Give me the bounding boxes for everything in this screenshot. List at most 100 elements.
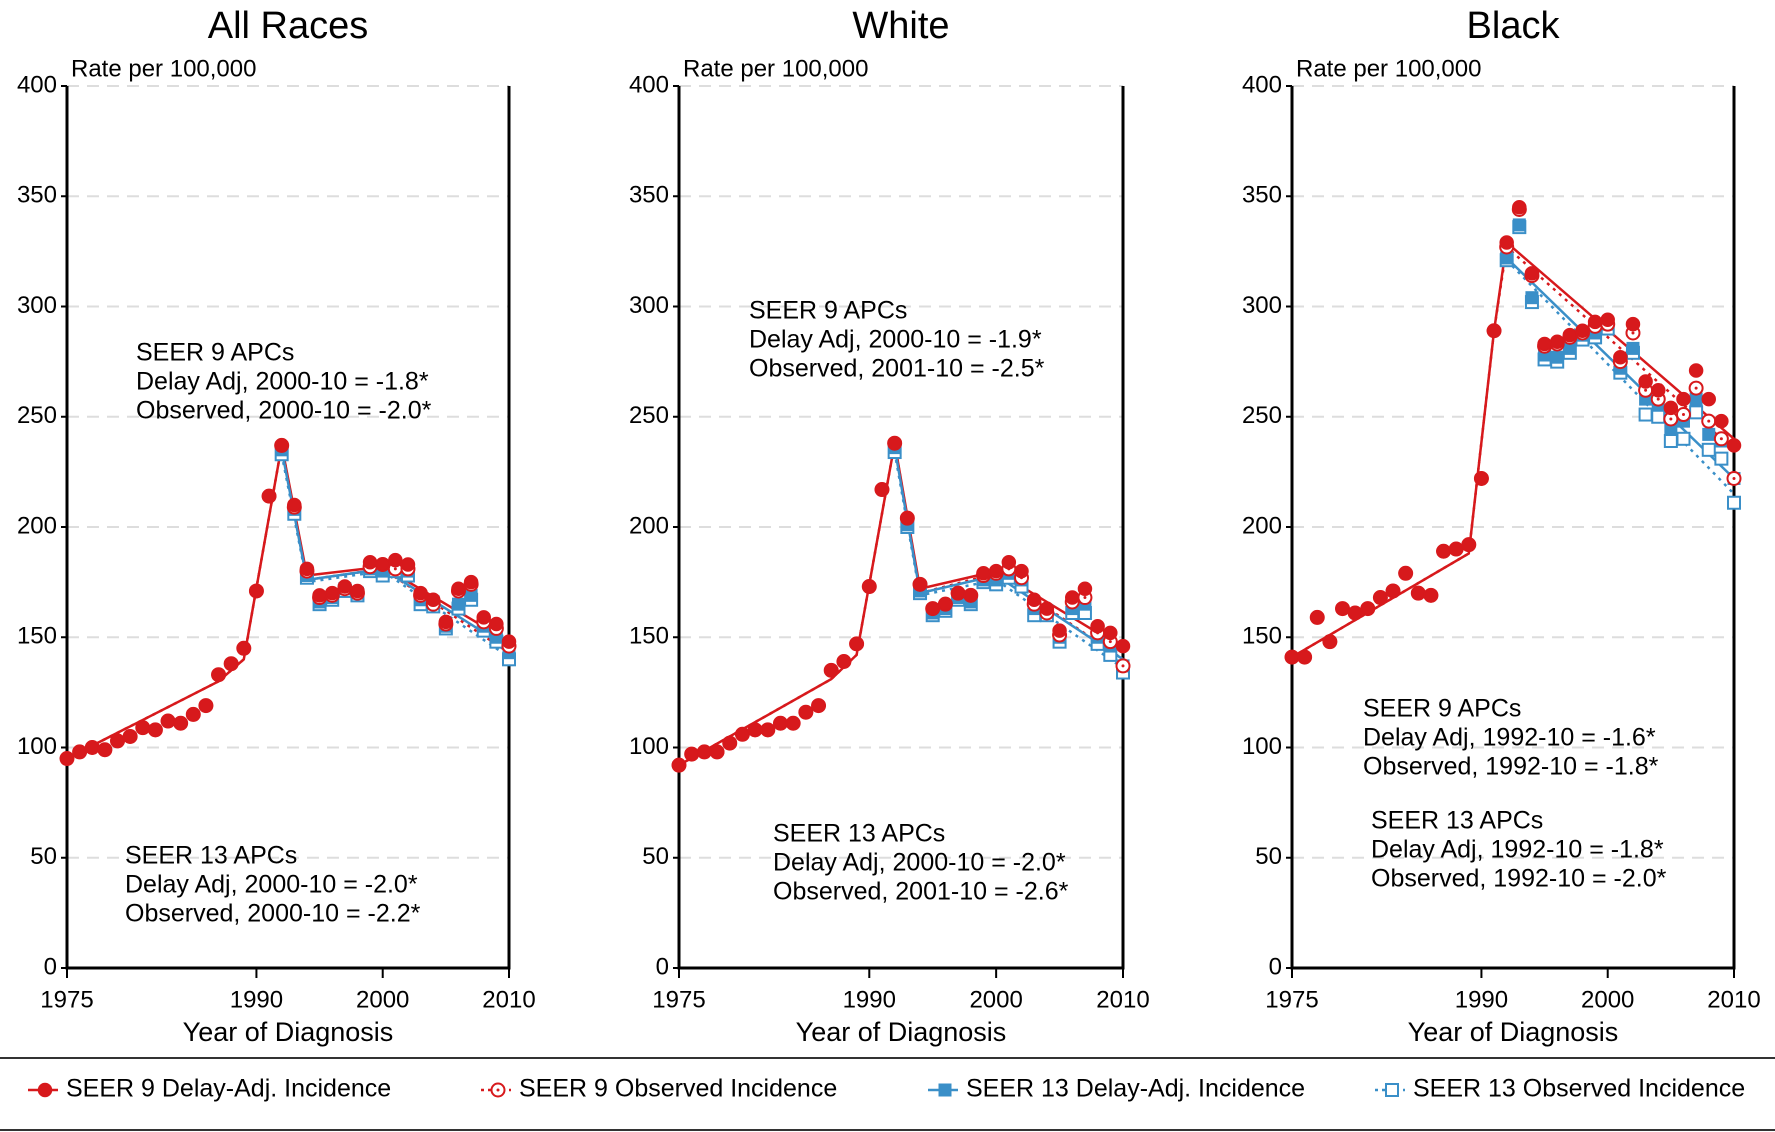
- data-point: [122, 729, 138, 744]
- data-point: [1461, 537, 1477, 552]
- y-tick-label: 400: [629, 71, 669, 98]
- y-axis-label: Rate per 100,000: [683, 55, 868, 82]
- data-point: [1651, 409, 1666, 424]
- annotation: SEER 9 APCs: [1363, 695, 1521, 723]
- y-tick-label: 150: [1242, 623, 1282, 650]
- x-tick-label: 1990: [1455, 986, 1508, 1013]
- data-point: [1525, 291, 1539, 305]
- x-tick-label: 2000: [356, 986, 409, 1013]
- data-point: [735, 727, 750, 742]
- data-point: [1714, 413, 1729, 429]
- annotation: Observed, 1992-10 = -1.8*: [1363, 753, 1659, 781]
- x-tick-label: 2010: [1096, 986, 1149, 1013]
- data-point: [671, 757, 687, 773]
- data-point: [1090, 618, 1105, 634]
- legend-marker: [938, 1083, 952, 1097]
- data-point: [823, 663, 839, 678]
- data-point: [350, 583, 365, 599]
- data-point: [1115, 638, 1131, 654]
- data-point: [337, 579, 353, 594]
- annotation: Observed, 1992-10 = -2.0*: [1371, 865, 1667, 893]
- y-tick-label: 0: [1269, 953, 1282, 980]
- plot-frame: [65, 86, 511, 970]
- y-tick-label: 100: [1242, 733, 1282, 760]
- x-axis-label: Year of Diagnosis: [796, 1017, 1007, 1047]
- y-tick-label: 350: [17, 182, 57, 209]
- data-point: [1625, 316, 1641, 332]
- data-point: [709, 744, 725, 760]
- y-axis-label: Rate per 100,000: [71, 55, 256, 82]
- data-point: [1688, 363, 1704, 378]
- annotation: Observed, 2001-10 = -2.6*: [773, 878, 1069, 906]
- data-point: [1322, 634, 1338, 649]
- y-tick-label: 350: [629, 182, 669, 209]
- data-point: [836, 654, 852, 669]
- data-point: [1726, 470, 1742, 486]
- data-point: [1587, 314, 1603, 330]
- data-point: [1052, 623, 1067, 638]
- y-tick-label: 200: [629, 512, 669, 539]
- data-point: [1613, 349, 1628, 365]
- y-tick-label: 200: [17, 512, 57, 539]
- marker-dot: [1669, 417, 1673, 421]
- data-point: [1702, 427, 1716, 441]
- annotation: SEER 9 APCs: [136, 339, 294, 367]
- data-point: [1297, 649, 1312, 665]
- data-point: [72, 744, 87, 760]
- data-point: [912, 577, 928, 592]
- annotation: Delay Adj, 2000-10 = -1.9*: [749, 326, 1042, 354]
- data-point: [1474, 471, 1489, 486]
- data-point: [1436, 544, 1451, 559]
- data-point: [1650, 383, 1666, 398]
- data-point: [785, 715, 801, 731]
- x-tick-label: 2000: [969, 986, 1022, 1013]
- data-point: [362, 555, 378, 570]
- data-point: [1675, 407, 1691, 423]
- data-point: [160, 713, 176, 729]
- panel-title: Black: [1467, 5, 1561, 47]
- marker-dot: [1631, 331, 1635, 335]
- x-tick-label: 1975: [40, 986, 93, 1013]
- data-point: [1550, 350, 1564, 364]
- annotation: Delay Adj, 1992-10 = -1.8*: [1371, 836, 1664, 864]
- y-tick-label: 50: [1255, 843, 1282, 870]
- data-point: [773, 715, 788, 731]
- marker-dot: [1707, 419, 1711, 423]
- data-point: [135, 720, 151, 735]
- annotation: SEER 9 APCs: [749, 297, 907, 325]
- data-point: [1626, 341, 1640, 355]
- legend-item: SEER 9 Observed Incidence: [481, 1075, 837, 1103]
- data-point: [1347, 605, 1363, 621]
- data-point: [236, 641, 252, 656]
- data-point: [299, 561, 315, 577]
- y-axis-label: Rate per 100,000: [1296, 55, 1481, 82]
- y-tick-label: 100: [629, 733, 669, 760]
- data-point: [186, 707, 201, 722]
- y-tick-label: 200: [1242, 512, 1282, 539]
- data-point: [1512, 200, 1527, 215]
- data-point: [1284, 649, 1300, 665]
- data-point: [1499, 235, 1514, 250]
- data-point: [1726, 438, 1742, 453]
- data-point: [1714, 451, 1729, 466]
- data-point: [1701, 413, 1717, 429]
- data-point: [1115, 658, 1131, 674]
- data-point: [1065, 590, 1080, 605]
- data-point: [1039, 601, 1055, 616]
- data-point: [1448, 541, 1464, 557]
- annotation: Observed, 2000-10 = -2.0*: [136, 397, 432, 425]
- data-point: [1360, 601, 1376, 616]
- y-tick-label: 100: [17, 733, 57, 760]
- data-point: [862, 579, 877, 594]
- legend-item: SEER 9 Delay-Adj. Incidence: [28, 1075, 391, 1103]
- x-axis-label: Year of Diagnosis: [1408, 1017, 1619, 1047]
- data-point: [501, 634, 517, 649]
- data-point: [849, 636, 864, 652]
- marker-dot: [1656, 397, 1660, 401]
- data-point: [1688, 380, 1704, 396]
- annotation: Delay Adj, 2000-10 = -2.0*: [125, 871, 418, 899]
- annotation: Observed, 2001-10 = -2.5*: [749, 355, 1045, 383]
- data-point: [1385, 583, 1401, 599]
- marker-dot: [1121, 664, 1125, 668]
- data-point: [1638, 407, 1653, 422]
